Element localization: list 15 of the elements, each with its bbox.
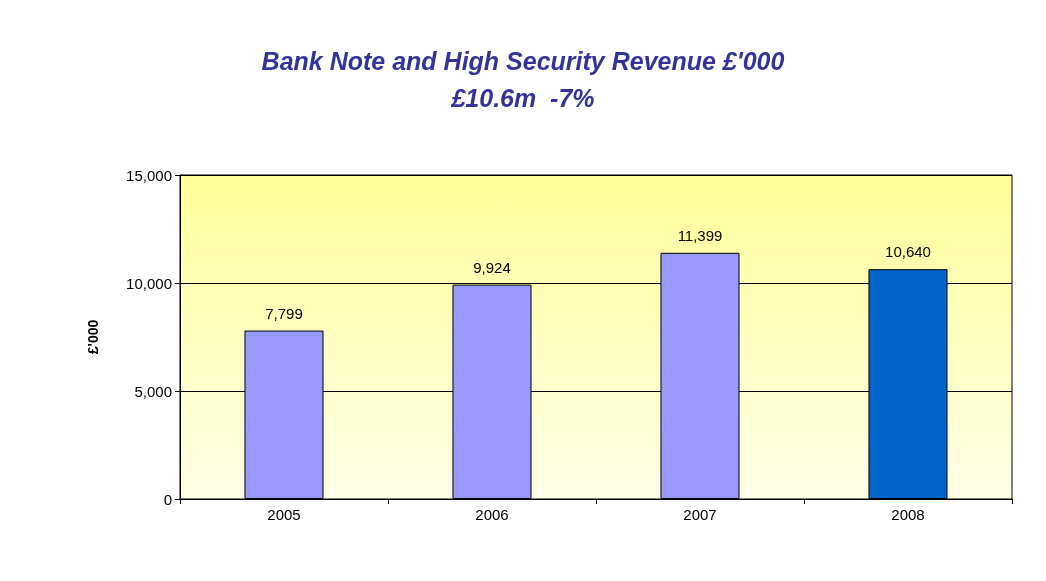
chart-subtitle: £10.6m -7% bbox=[450, 83, 595, 112]
data-label: 9,924 bbox=[473, 258, 511, 276]
x-tick-label: 2008 bbox=[891, 506, 925, 523]
y-axis-title: £'000 bbox=[85, 319, 101, 355]
y-tick-label: 15,000 bbox=[126, 166, 172, 184]
x-tick-label: 2007 bbox=[683, 506, 717, 523]
y-tick-label: 5,000 bbox=[134, 382, 172, 400]
data-label: 7,799 bbox=[265, 304, 303, 322]
x-tick-label: 2005 bbox=[267, 506, 301, 523]
x-tick-label: 2006 bbox=[475, 506, 509, 523]
chart-title: Bank Note and High Security Revenue £'000 bbox=[261, 46, 785, 75]
y-tick-label: 0 bbox=[163, 490, 172, 508]
data-label: 10,640 bbox=[885, 243, 931, 261]
y-tick-label: 10,000 bbox=[126, 274, 172, 292]
data-label: 11,399 bbox=[677, 226, 723, 244]
